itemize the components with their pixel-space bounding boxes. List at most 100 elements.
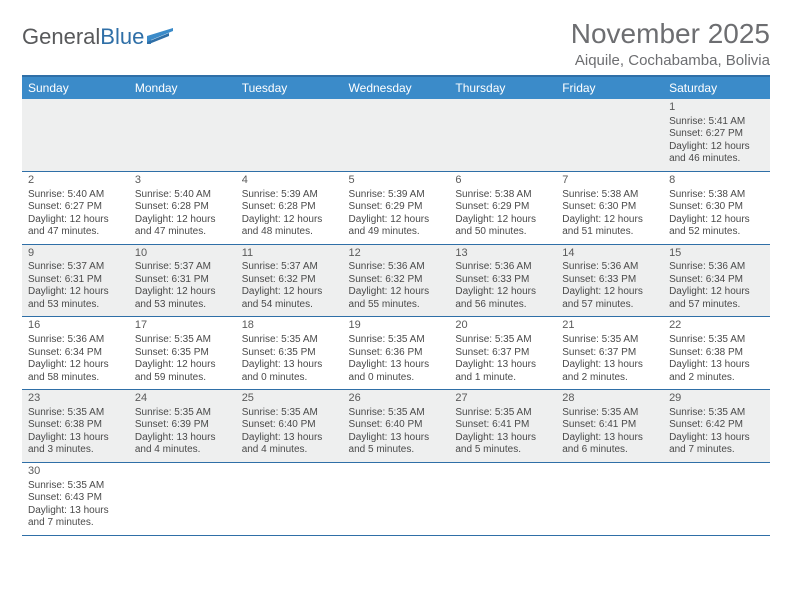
sunset-line: Sunset: 6:38 PM [28, 419, 123, 432]
sunrise-line: Sunrise: 5:38 AM [562, 189, 657, 202]
calendar-day-cell: 13Sunrise: 5:36 AMSunset: 6:33 PMDayligh… [449, 244, 556, 317]
calendar-day-cell: 23Sunrise: 5:35 AMSunset: 6:38 PMDayligh… [22, 390, 129, 463]
daylight-line: Daylight: 12 hours and 56 minutes. [455, 286, 550, 311]
calendar-day-cell: 18Sunrise: 5:35 AMSunset: 6:35 PMDayligh… [236, 317, 343, 390]
daylight-line: Daylight: 13 hours and 5 minutes. [349, 432, 444, 457]
sunset-line: Sunset: 6:30 PM [669, 201, 764, 214]
sunrise-line: Sunrise: 5:35 AM [669, 334, 764, 347]
sunset-line: Sunset: 6:31 PM [135, 274, 230, 287]
sunrise-line: Sunrise: 5:37 AM [28, 261, 123, 274]
sunrise-line: Sunrise: 5:36 AM [349, 261, 444, 274]
day-number: 6 [455, 174, 550, 188]
sunrise-line: Sunrise: 5:40 AM [135, 189, 230, 202]
sunrise-line: Sunrise: 5:38 AM [669, 189, 764, 202]
day-number: 2 [28, 174, 123, 188]
sunset-line: Sunset: 6:35 PM [242, 347, 337, 360]
calendar-day-cell: 3Sunrise: 5:40 AMSunset: 6:28 PMDaylight… [129, 171, 236, 244]
brand-logo: GeneralBlue [22, 18, 173, 50]
day-number: 20 [455, 319, 550, 333]
daylight-line: Daylight: 12 hours and 50 minutes. [455, 214, 550, 239]
day-number: 13 [455, 247, 550, 261]
sunrise-line: Sunrise: 5:35 AM [669, 407, 764, 420]
calendar-day-cell: 22Sunrise: 5:35 AMSunset: 6:38 PMDayligh… [663, 317, 770, 390]
daylight-line: Daylight: 13 hours and 5 minutes. [455, 432, 550, 457]
day-number: 5 [349, 174, 444, 188]
brand-flag-icon [147, 28, 173, 44]
sunrise-line: Sunrise: 5:35 AM [562, 407, 657, 420]
day-number: 1 [669, 101, 764, 115]
sunset-line: Sunset: 6:30 PM [562, 201, 657, 214]
day-number: 25 [242, 392, 337, 406]
calendar-day-cell: 25Sunrise: 5:35 AMSunset: 6:40 PMDayligh… [236, 390, 343, 463]
calendar-day-cell: 20Sunrise: 5:35 AMSunset: 6:37 PMDayligh… [449, 317, 556, 390]
daylight-line: Daylight: 12 hours and 58 minutes. [28, 359, 123, 384]
daylight-line: Daylight: 13 hours and 7 minutes. [669, 432, 764, 457]
calendar-day-cell [22, 99, 129, 171]
day-header: Thursday [449, 76, 556, 99]
calendar-day-cell: 28Sunrise: 5:35 AMSunset: 6:41 PMDayligh… [556, 390, 663, 463]
calendar-day-cell [449, 462, 556, 535]
sunset-line: Sunset: 6:35 PM [135, 347, 230, 360]
day-number: 19 [349, 319, 444, 333]
calendar-table: SundayMondayTuesdayWednesdayThursdayFrid… [22, 75, 770, 536]
location-text: Aiquile, Cochabamba, Bolivia [571, 52, 770, 69]
header: GeneralBlue November 2025 Aiquile, Cocha… [22, 18, 770, 69]
sunset-line: Sunset: 6:40 PM [349, 419, 444, 432]
day-number: 11 [242, 247, 337, 261]
daylight-line: Daylight: 12 hours and 53 minutes. [28, 286, 123, 311]
calendar-day-cell: 29Sunrise: 5:35 AMSunset: 6:42 PMDayligh… [663, 390, 770, 463]
calendar-day-cell: 14Sunrise: 5:36 AMSunset: 6:33 PMDayligh… [556, 244, 663, 317]
day-number: 12 [349, 247, 444, 261]
day-number: 7 [562, 174, 657, 188]
day-header: Monday [129, 76, 236, 99]
sunset-line: Sunset: 6:37 PM [562, 347, 657, 360]
calendar-week-row: 2Sunrise: 5:40 AMSunset: 6:27 PMDaylight… [22, 171, 770, 244]
sunrise-line: Sunrise: 5:40 AM [28, 189, 123, 202]
sunrise-line: Sunrise: 5:41 AM [669, 116, 764, 129]
calendar-day-cell: 26Sunrise: 5:35 AMSunset: 6:40 PMDayligh… [343, 390, 450, 463]
calendar-day-cell: 2Sunrise: 5:40 AMSunset: 6:27 PMDaylight… [22, 171, 129, 244]
daylight-line: Daylight: 13 hours and 2 minutes. [562, 359, 657, 384]
sunset-line: Sunset: 6:37 PM [455, 347, 550, 360]
day-number: 4 [242, 174, 337, 188]
sunrise-line: Sunrise: 5:36 AM [562, 261, 657, 274]
sunrise-line: Sunrise: 5:36 AM [669, 261, 764, 274]
sunset-line: Sunset: 6:38 PM [669, 347, 764, 360]
calendar-day-cell: 15Sunrise: 5:36 AMSunset: 6:34 PMDayligh… [663, 244, 770, 317]
calendar-week-row: 30Sunrise: 5:35 AMSunset: 6:43 PMDayligh… [22, 462, 770, 535]
calendar-week-row: 23Sunrise: 5:35 AMSunset: 6:38 PMDayligh… [22, 390, 770, 463]
day-header: Saturday [663, 76, 770, 99]
calendar-day-cell: 16Sunrise: 5:36 AMSunset: 6:34 PMDayligh… [22, 317, 129, 390]
sunrise-line: Sunrise: 5:35 AM [349, 334, 444, 347]
sunset-line: Sunset: 6:32 PM [349, 274, 444, 287]
calendar-day-cell: 24Sunrise: 5:35 AMSunset: 6:39 PMDayligh… [129, 390, 236, 463]
sunset-line: Sunset: 6:34 PM [28, 347, 123, 360]
day-number: 16 [28, 319, 123, 333]
calendar-day-cell: 10Sunrise: 5:37 AMSunset: 6:31 PMDayligh… [129, 244, 236, 317]
day-number: 29 [669, 392, 764, 406]
day-header: Wednesday [343, 76, 450, 99]
sunrise-line: Sunrise: 5:39 AM [242, 189, 337, 202]
day-number: 27 [455, 392, 550, 406]
daylight-line: Daylight: 13 hours and 0 minutes. [242, 359, 337, 384]
sunrise-line: Sunrise: 5:39 AM [349, 189, 444, 202]
sunset-line: Sunset: 6:39 PM [135, 419, 230, 432]
calendar-day-cell [129, 99, 236, 171]
calendar-day-cell [343, 99, 450, 171]
sunset-line: Sunset: 6:43 PM [28, 492, 123, 505]
calendar-day-cell: 5Sunrise: 5:39 AMSunset: 6:29 PMDaylight… [343, 171, 450, 244]
day-number: 10 [135, 247, 230, 261]
daylight-line: Daylight: 12 hours and 57 minutes. [669, 286, 764, 311]
day-header: Tuesday [236, 76, 343, 99]
sunrise-line: Sunrise: 5:36 AM [455, 261, 550, 274]
sunrise-line: Sunrise: 5:35 AM [455, 334, 550, 347]
day-header: Sunday [22, 76, 129, 99]
calendar-day-cell [129, 462, 236, 535]
daylight-line: Daylight: 12 hours and 46 minutes. [669, 141, 764, 166]
day-number: 28 [562, 392, 657, 406]
daylight-line: Daylight: 12 hours and 52 minutes. [669, 214, 764, 239]
sunset-line: Sunset: 6:40 PM [242, 419, 337, 432]
daylight-line: Daylight: 12 hours and 49 minutes. [349, 214, 444, 239]
calendar-day-cell: 1Sunrise: 5:41 AMSunset: 6:27 PMDaylight… [663, 99, 770, 171]
sunrise-line: Sunrise: 5:35 AM [349, 407, 444, 420]
